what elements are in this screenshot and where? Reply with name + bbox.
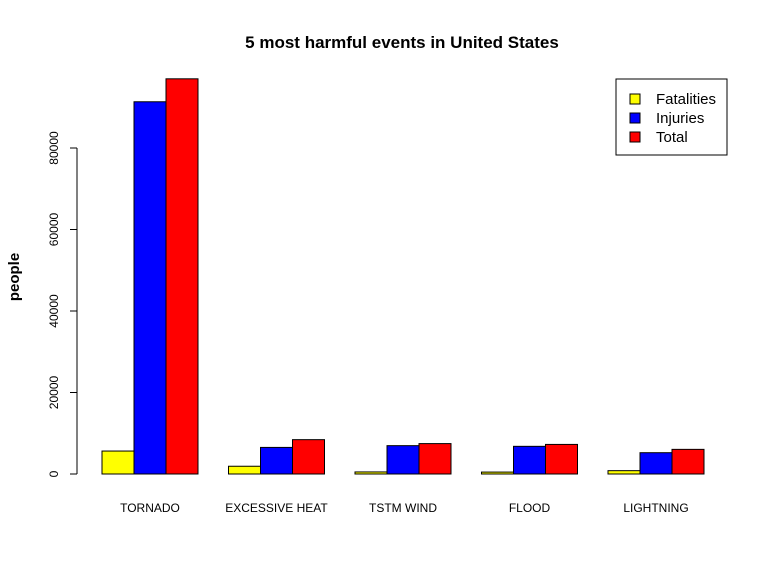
bar-fatalities-excessive-heat <box>228 465 261 475</box>
y-axis: 0 20000 40000 60000 80000 <box>47 131 78 477</box>
bar-injuries-tornado <box>133 101 167 475</box>
y-tick-label: 40000 <box>47 294 61 328</box>
legend-swatch <box>629 112 641 124</box>
y-axis-label: people <box>6 253 23 301</box>
bar-total-flood <box>545 443 578 475</box>
legend-swatch <box>629 93 641 105</box>
category-labels: TORNADO EXCESSIVE HEAT TSTM WIND FLOOD LIGHT… <box>120 501 689 515</box>
bar-total-tornado <box>165 78 199 475</box>
chart-title: 5 most harmful events in United States <box>245 33 559 52</box>
y-tick-label: 0 <box>47 470 61 477</box>
bar-injuries-lightning <box>639 452 673 475</box>
legend-label: Fatalities <box>656 91 716 108</box>
bar-total-excessive-heat <box>292 439 325 475</box>
y-tick-label: 80000 <box>47 131 61 165</box>
bar-total-tstm-wind <box>418 443 452 475</box>
y-tick-label: 20000 <box>47 375 61 409</box>
x-category-label: TORNADO <box>120 501 180 515</box>
bar-injuries-excessive-heat <box>260 446 293 475</box>
bar-fatalities-tornado <box>101 450 135 475</box>
y-tick-label: 60000 <box>47 212 61 246</box>
legend-swatch <box>629 131 641 143</box>
legend: Fatalities Injuries Total <box>615 78 728 156</box>
bars <box>101 78 705 475</box>
x-category-label: EXCESSIVE HEAT <box>225 501 328 515</box>
bar-fatalities-lightning <box>607 470 641 475</box>
legend-label: Injuries <box>656 110 704 127</box>
bar-fatalities-flood <box>481 471 514 475</box>
bar-injuries-tstm-wind <box>386 445 420 475</box>
x-category-label: FLOOD <box>509 501 551 515</box>
bar-total-lightning <box>671 448 705 475</box>
x-category-label: TSTM WIND <box>369 501 437 515</box>
x-category-label: LIGHTNING <box>623 501 688 515</box>
bar-injuries-flood <box>513 445 546 475</box>
legend-label: Total <box>656 129 688 146</box>
bar-fatalities-tstm-wind <box>354 471 388 475</box>
